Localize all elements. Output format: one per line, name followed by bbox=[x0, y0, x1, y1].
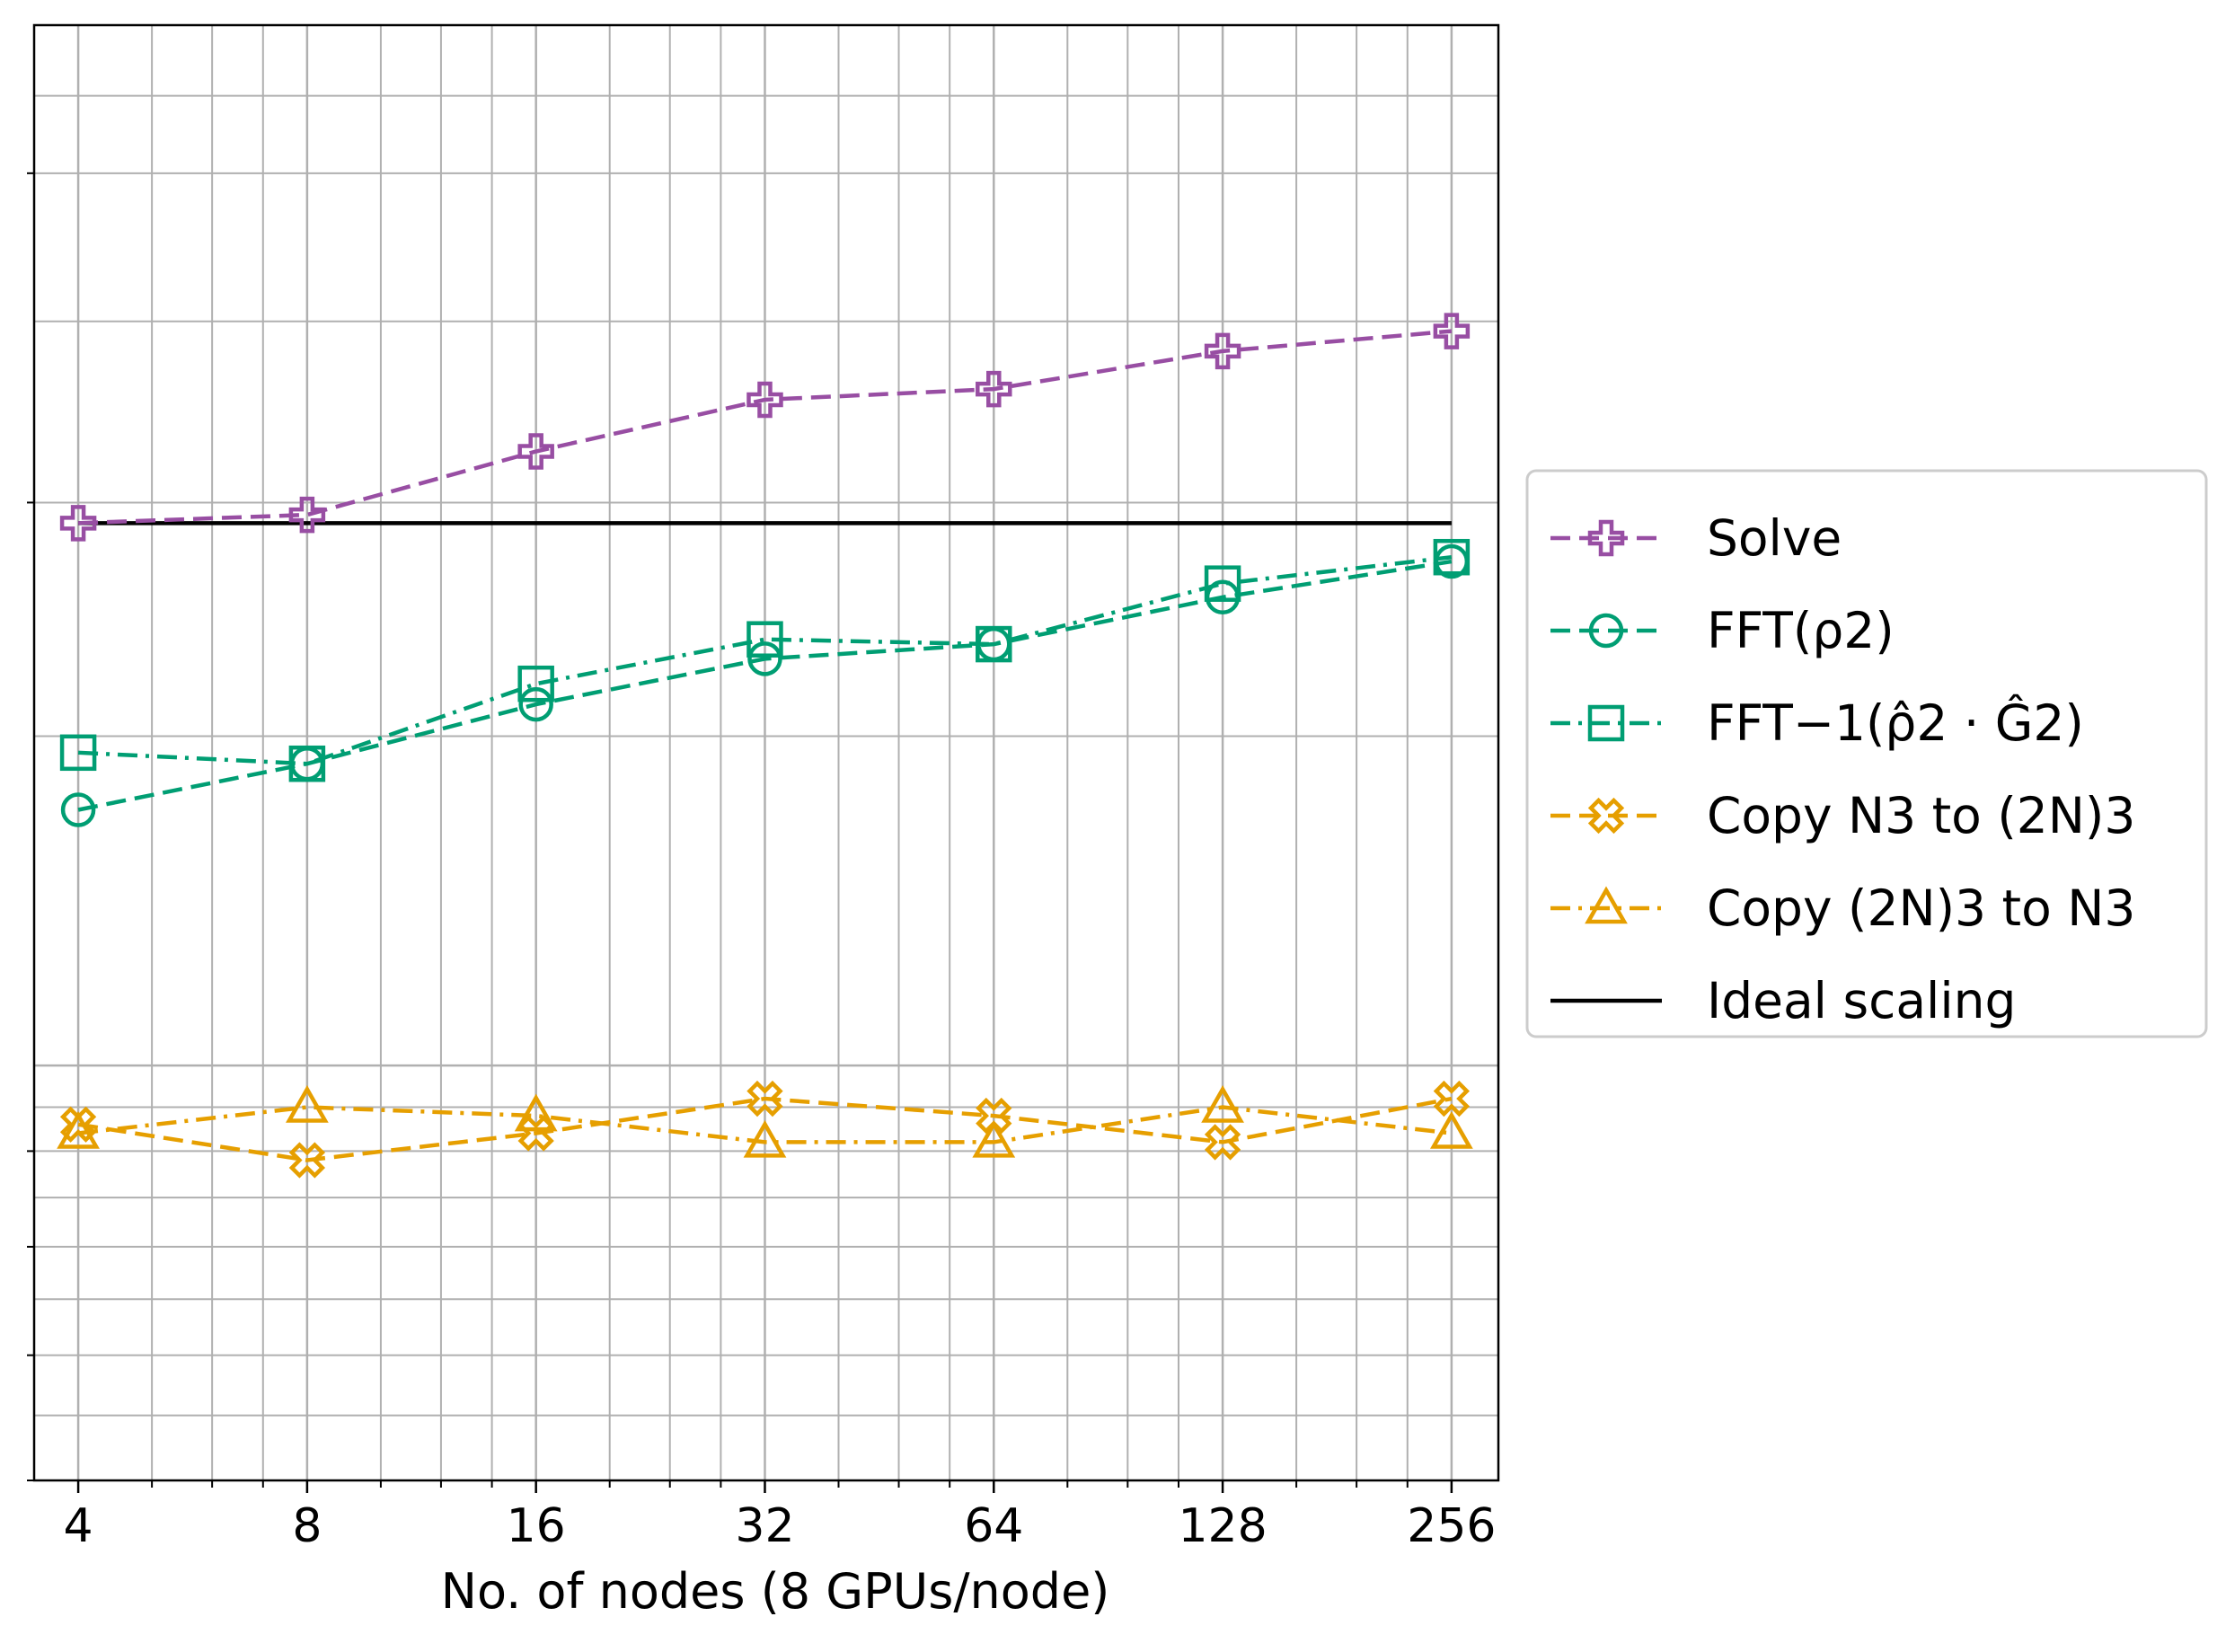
series-line bbox=[77, 1105, 1453, 1144]
data-point bbox=[288, 496, 326, 534]
data-point bbox=[518, 686, 553, 722]
x-axis-title: No. of nodes (8 GPUs/node) bbox=[441, 1563, 1110, 1620]
legend-label: Copy N3 to (2N)3 bbox=[1707, 787, 2135, 844]
legend-label: Ideal scaling bbox=[1707, 972, 2016, 1029]
data-point bbox=[1204, 1124, 1241, 1161]
x-tick-label: 8 bbox=[292, 1499, 322, 1553]
plot-series bbox=[57, 313, 1473, 1179]
data-point bbox=[1433, 538, 1471, 576]
data-point bbox=[59, 505, 97, 542]
data-point bbox=[1587, 519, 1625, 557]
data-point bbox=[1588, 613, 1624, 649]
legend-label: Copy (2N)3 to N3 bbox=[1707, 879, 2135, 937]
x-tick-label: 16 bbox=[507, 1499, 566, 1553]
legend-label: Solve bbox=[1707, 509, 1842, 567]
data-point bbox=[288, 745, 326, 782]
x-tick-label: 32 bbox=[735, 1499, 794, 1553]
data-point bbox=[59, 1106, 97, 1143]
data-point bbox=[976, 370, 1012, 408]
x-tick-label: 128 bbox=[1178, 1499, 1267, 1553]
series-2 bbox=[59, 538, 1471, 782]
series-3 bbox=[59, 1080, 1471, 1179]
data-point bbox=[514, 1093, 558, 1132]
data-point bbox=[746, 381, 783, 419]
data-point bbox=[1201, 1084, 1244, 1123]
legend-label: FFT−1(ρ̂2 · Ĝ2) bbox=[1707, 693, 2084, 752]
data-point bbox=[57, 1110, 100, 1149]
legend: Solve FFT(ρ2) FFT−1(ρ̂2 · Ĝ2) Copy N3 to (2… bbox=[1525, 469, 2208, 1038]
data-point bbox=[747, 641, 782, 676]
data-point bbox=[1585, 886, 1628, 924]
legend-box bbox=[1525, 469, 2208, 1038]
legend-entry: FFT−1(ρ̂2 · Ĝ2) bbox=[1550, 693, 2084, 752]
legend-entry: Copy (2N)3 to N3 bbox=[1550, 879, 2135, 937]
data-point bbox=[746, 621, 783, 658]
data-point bbox=[1429, 1110, 1473, 1149]
legend-entry: Copy N3 to (2N)3 bbox=[1550, 787, 2135, 844]
data-point bbox=[1433, 1080, 1471, 1118]
x-tick-label: 64 bbox=[964, 1499, 1023, 1553]
grid bbox=[34, 25, 1498, 1481]
data-point bbox=[59, 734, 97, 772]
data-point bbox=[1204, 332, 1241, 370]
data-point bbox=[976, 625, 1012, 663]
series-4 bbox=[57, 1084, 1473, 1158]
data-point bbox=[1587, 797, 1625, 835]
data-point bbox=[743, 1119, 787, 1158]
data-point bbox=[976, 1097, 1012, 1135]
x-tick-label: 4 bbox=[64, 1499, 93, 1553]
data-point bbox=[60, 792, 96, 827]
data-point bbox=[517, 665, 554, 702]
legend-label: FFT(ρ2) bbox=[1707, 602, 1895, 659]
data-point bbox=[1587, 704, 1625, 742]
data-point bbox=[286, 1084, 329, 1123]
series-line bbox=[78, 329, 1453, 526]
data-point bbox=[972, 1119, 1016, 1158]
data-point bbox=[746, 1080, 783, 1118]
legend-entry: FFT(ρ2) bbox=[1550, 602, 1895, 659]
data-point bbox=[1204, 565, 1241, 602]
axis-ticks: 4 8 16 32 64 128 256 bbox=[27, 172, 1497, 1553]
series-0 bbox=[59, 313, 1471, 542]
data-point bbox=[517, 1115, 554, 1152]
legend-entry: Solve bbox=[1550, 509, 1842, 567]
plot-frame bbox=[32, 23, 1500, 1482]
series-line bbox=[77, 1096, 1453, 1162]
data-point bbox=[1433, 313, 1471, 349]
legend-entry: Ideal scaling bbox=[1550, 972, 2016, 1029]
data-point bbox=[288, 1142, 326, 1179]
x-tick-label: 256 bbox=[1407, 1499, 1496, 1553]
series-line bbox=[77, 559, 1453, 812]
data-point bbox=[517, 433, 554, 470]
